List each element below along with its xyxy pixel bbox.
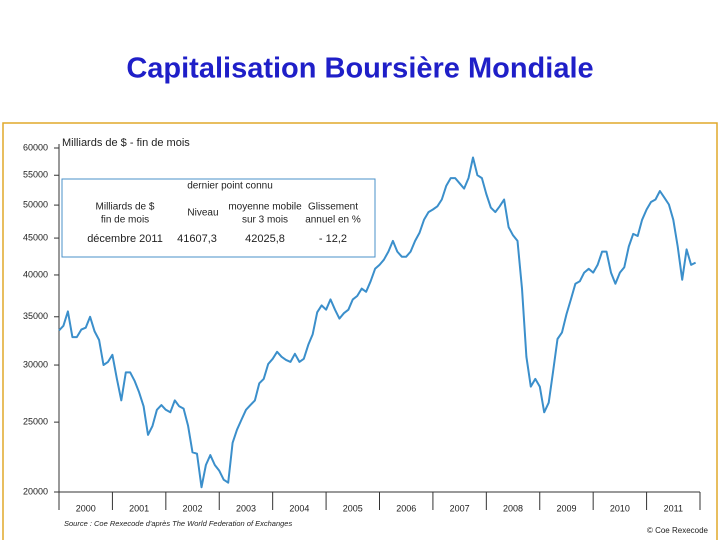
table-header: moyenne mobile [228,202,302,213]
x-tick-label: 2008 [503,503,523,513]
credit: © Coe Rexecode [647,526,709,535]
x-tick-label: 2004 [289,503,309,513]
x-tick-label: 2002 [183,503,203,513]
y-tick-label: 50000 [23,199,48,209]
table-box [61,178,376,258]
x-tick-label: 2007 [450,503,470,513]
table-header: Milliards de $ [96,202,155,213]
y-tick-label: 30000 [23,359,48,369]
x-tick-label: 2005 [343,503,363,513]
y-tick-label: 60000 [23,142,48,152]
table-caption: dernier point connu [187,181,273,192]
x-tick-label: 2009 [556,503,576,513]
table-cell: 42025,8 [245,233,285,245]
y-tick-label: 40000 [23,269,48,279]
slide-title: Capitalisation Boursière Mondiale [126,53,593,85]
x-tick-label: 2003 [236,503,256,513]
data-line [58,156,697,489]
table-header: Glissement [308,202,358,213]
table-header: annuel en % [305,215,361,226]
x-tick-label: 2000 [76,503,96,513]
x-tick-label: 2001 [129,503,149,513]
y-tick-label: 20000 [23,486,48,496]
y-tick-label: 25000 [23,417,48,427]
table-cell: décembre 2011 [87,233,163,245]
frame [2,122,718,540]
table-header: fin de mois [101,215,149,226]
table-cell: 41607,3 [177,233,217,245]
y-tick-label: 55000 [23,170,48,180]
table-header: Niveau [187,208,218,219]
y-tick-label: 45000 [23,232,48,242]
y-axis-label: Milliards de $ - fin de mois [62,137,190,149]
x-tick-label: 2006 [396,503,416,513]
table-header: sur 3 mois [242,215,288,226]
y-tick-label: 35000 [23,311,48,321]
x-tick-label: 2010 [610,503,630,513]
inset-table: dernier point connu Milliards de $ fin d… [61,178,376,258]
source: Source : Coe Rexecode d'après The World … [64,519,292,528]
table-cell: - 12,2 [319,233,347,245]
x-tick-label: 2011 [664,503,683,513]
